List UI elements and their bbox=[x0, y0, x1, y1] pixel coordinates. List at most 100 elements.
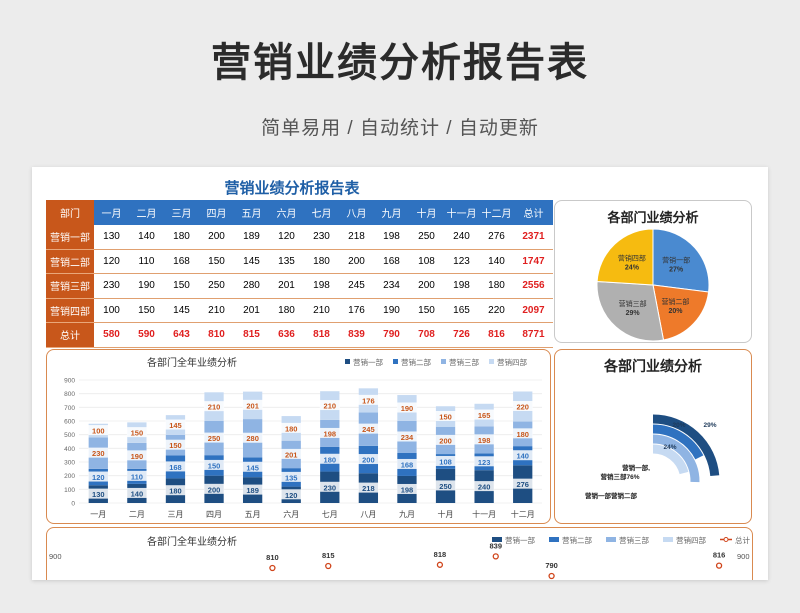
data-label-bg bbox=[165, 419, 186, 430]
y-tick-label: 300 bbox=[64, 460, 75, 467]
bar-data-label: 200 bbox=[362, 456, 375, 465]
data-label-bg bbox=[126, 427, 147, 438]
value-cell: 176 bbox=[339, 298, 374, 323]
legend-label: 营销四部 bbox=[676, 535, 706, 545]
total-cell: 8771 bbox=[514, 322, 553, 348]
data-label-bg bbox=[281, 422, 302, 433]
value-cell: 140 bbox=[479, 249, 514, 274]
value-cell: 839 bbox=[339, 322, 374, 348]
pie-chart-card: 各部门业绩分析 营销一部 27% 营销二部 20% 营销三部 29% 营销四部 24% bbox=[554, 200, 752, 343]
data-label-bg bbox=[281, 471, 302, 482]
bar-data-label: 234 bbox=[401, 433, 414, 442]
radial-bar bbox=[652, 414, 720, 477]
bar-data-label: 180 bbox=[516, 430, 529, 439]
bar-data-label: 176 bbox=[362, 396, 375, 405]
data-label-bg bbox=[435, 455, 456, 466]
value-cell: 210 bbox=[304, 298, 339, 323]
radial-value-label: 20% bbox=[672, 422, 685, 429]
total-data-label: 839 bbox=[489, 541, 502, 550]
bar-data-label: 210 bbox=[324, 402, 337, 411]
data-label-bg bbox=[358, 482, 379, 493]
legend-label: 营销一部 bbox=[353, 357, 383, 367]
value-cell: 201 bbox=[234, 298, 269, 323]
value-cell: 276 bbox=[479, 224, 514, 250]
column-header: 八月 bbox=[339, 200, 374, 225]
value-cell: 135 bbox=[269, 249, 304, 274]
bar-data-label: 110 bbox=[131, 472, 143, 481]
x-tick-label: 七月 bbox=[322, 510, 338, 519]
sheet-title: 营销业绩分析报告表 bbox=[224, 180, 360, 197]
total-data-label: 790 bbox=[545, 561, 558, 570]
legend-label: 营销一部 bbox=[505, 535, 535, 545]
value-cell: 200 bbox=[199, 224, 234, 250]
legend-label: 营销三部 bbox=[619, 535, 649, 545]
total-cell: 2556 bbox=[514, 273, 553, 299]
bar-data-label: 168 bbox=[169, 463, 182, 472]
value-cell: 150 bbox=[129, 298, 164, 323]
bar-chart-title: 各部门全年业绩分析 bbox=[147, 356, 237, 369]
pie-slice-label: 营销三部 bbox=[619, 299, 647, 308]
data-label-bg bbox=[358, 454, 379, 465]
dept-cell: 营销二部 bbox=[46, 249, 94, 274]
x-tick-label: 八月 bbox=[360, 510, 376, 519]
data-label-bg bbox=[396, 458, 417, 469]
pie-slice bbox=[652, 284, 710, 341]
y-tick-label: 900 bbox=[49, 552, 62, 561]
bottom-chart-title: 各部门全年业绩分析 bbox=[147, 535, 237, 548]
radial-value-label: 29% bbox=[703, 422, 716, 429]
y-tick-label: 700 bbox=[64, 405, 75, 412]
column-header: 九月 bbox=[374, 200, 409, 225]
total-marker bbox=[492, 553, 499, 560]
bar-data-label: 180 bbox=[285, 424, 298, 433]
data-label-bg bbox=[435, 410, 456, 421]
legend-swatch bbox=[393, 359, 398, 364]
y-tick-label: 600 bbox=[64, 419, 75, 426]
y-tick-label: 400 bbox=[64, 446, 75, 453]
legend-swatch bbox=[345, 359, 350, 364]
data-label-bg bbox=[435, 480, 456, 491]
value-cell: 108 bbox=[409, 249, 444, 274]
radial-bar bbox=[652, 434, 700, 483]
pie-slice-value: 27% bbox=[669, 267, 684, 274]
radial-bar bbox=[652, 424, 704, 460]
bar-data-label: 198 bbox=[401, 485, 414, 494]
column-header: 三月 bbox=[164, 200, 199, 225]
total-marker bbox=[715, 562, 723, 569]
radial-value-label: 24% bbox=[663, 444, 676, 451]
column-header-dept: 部门 bbox=[46, 200, 94, 225]
pie-chart: 营销一部 27% 营销二部 20% 营销三部 29% 营销四部 24% bbox=[596, 228, 710, 342]
table-row: 营销二部 120 110 168 150 145 135 180 200 168 108 123 140… bbox=[46, 249, 553, 274]
stacked-bar-card: 各部门全年业绩分析 营销一部 营销二部 营销三部 营销四部 0 100 200 300 400 50… bbox=[46, 349, 551, 524]
value-cell: 198 bbox=[374, 224, 409, 250]
total-cell: 2371 bbox=[514, 224, 553, 250]
data-label-bg bbox=[204, 432, 225, 443]
column-header: 一月 bbox=[94, 200, 129, 225]
data-label-bg bbox=[126, 487, 147, 498]
radial-category-label: 营销一部, bbox=[622, 463, 650, 472]
bar-data-label: 280 bbox=[246, 434, 259, 443]
pie-chart-title: 各部门业绩分析 bbox=[607, 210, 699, 225]
value-cell: 815 bbox=[234, 322, 269, 348]
data-label-bg bbox=[435, 434, 456, 445]
page-subtitle: 简单易用 / 自动统计 / 自动更新 bbox=[261, 118, 539, 139]
value-cell: 234 bbox=[374, 273, 409, 299]
radial-category-label: 营销一部营销二部 bbox=[585, 491, 638, 500]
total-data-label: 810 bbox=[266, 553, 279, 562]
y-tick-label: 900 bbox=[64, 378, 75, 385]
value-cell: 165 bbox=[444, 298, 479, 323]
value-cell: 210 bbox=[199, 298, 234, 323]
data-label-bg bbox=[126, 470, 147, 481]
value-cell: 198 bbox=[304, 273, 339, 299]
data-label-bg bbox=[88, 425, 109, 436]
radial-bar-chart: 29% 20% 24% 营销一部,营销三部76% 营销一部营销二部 bbox=[585, 414, 720, 500]
radial-bar bbox=[652, 444, 689, 475]
data-label-bg bbox=[242, 484, 263, 495]
value-cell: 245 bbox=[339, 273, 374, 299]
bar-data-label: 250 bbox=[439, 482, 452, 491]
value-cell: 150 bbox=[199, 249, 234, 274]
value-cell: 810 bbox=[199, 322, 234, 348]
legend-label: 营销四部 bbox=[497, 357, 527, 367]
total-marker bbox=[436, 561, 444, 568]
pie-slice-value: 24% bbox=[625, 265, 640, 272]
column-header: 总计 bbox=[514, 200, 553, 225]
